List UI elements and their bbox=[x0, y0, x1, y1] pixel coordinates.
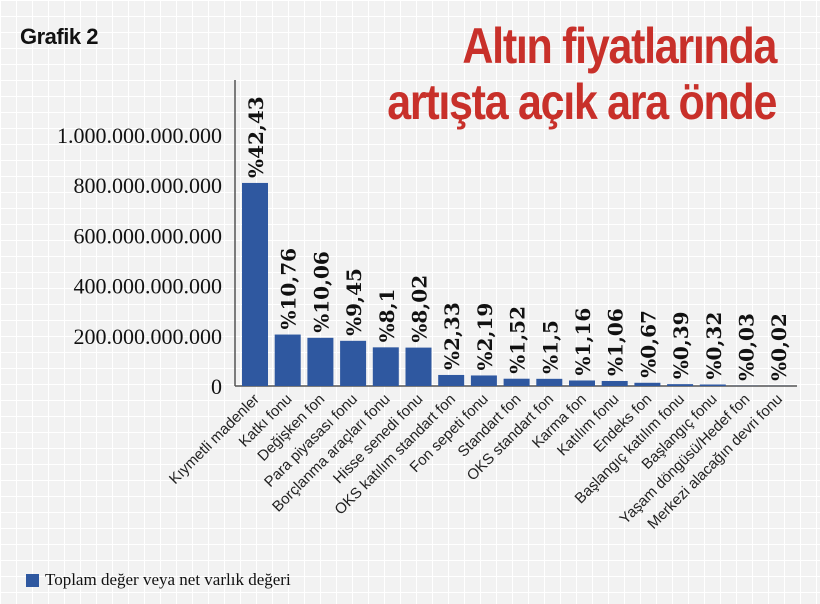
bar bbox=[601, 380, 628, 386]
bar bbox=[307, 337, 334, 386]
data-label: %0,67 bbox=[636, 310, 660, 378]
bar bbox=[667, 384, 694, 386]
bar bbox=[274, 334, 301, 386]
data-label: %1,5 bbox=[538, 320, 562, 374]
data-label: %8,02 bbox=[408, 275, 432, 343]
bar bbox=[634, 382, 661, 386]
data-label: %8,1 bbox=[375, 289, 399, 343]
title-line-2: artışta açık ara önde bbox=[387, 74, 777, 130]
bar bbox=[699, 384, 726, 386]
bar bbox=[438, 374, 465, 386]
data-label: %1,16 bbox=[571, 308, 595, 376]
bar bbox=[372, 347, 399, 386]
y-tick-label: 800.000.000.000 bbox=[74, 173, 223, 198]
bar bbox=[569, 380, 595, 386]
legend-swatch bbox=[26, 573, 39, 587]
data-label: %10,76 bbox=[277, 248, 301, 330]
bar bbox=[242, 182, 268, 386]
data-label: %0,32 bbox=[702, 312, 726, 380]
y-tick-label: 0 bbox=[211, 374, 222, 399]
bar bbox=[340, 340, 367, 386]
data-label: %10,06 bbox=[309, 251, 333, 333]
data-label: %2,19 bbox=[473, 303, 497, 371]
title-line-1: Altın fiyatlarında bbox=[462, 18, 777, 74]
data-label: %0,39 bbox=[669, 311, 693, 379]
bar bbox=[503, 378, 530, 386]
legend-label: Toplam değer veya net varlık değeri bbox=[45, 570, 291, 589]
bar bbox=[405, 347, 432, 386]
y-tick-label: 1.000.000.000.000 bbox=[57, 123, 222, 148]
chart-kicker: Grafik 2 bbox=[20, 24, 98, 49]
data-label: %0,03 bbox=[735, 313, 759, 381]
data-label: %9,45 bbox=[342, 268, 366, 336]
legend: Toplam değer veya net varlık değeri bbox=[26, 570, 291, 590]
data-label: %42,43 bbox=[244, 96, 268, 178]
data-label: %1,06 bbox=[604, 308, 628, 376]
bar bbox=[470, 375, 497, 386]
y-tick-label: 400.000.000.000 bbox=[74, 274, 223, 299]
data-label: %2,33 bbox=[440, 302, 464, 370]
y-tick-label: 600.000.000.000 bbox=[74, 223, 223, 248]
chart-title: Altın fiyatlarında artışta açık ara önde bbox=[387, 18, 777, 130]
data-label: %0,02 bbox=[767, 313, 791, 381]
data-label: %1,52 bbox=[506, 306, 530, 374]
bar bbox=[536, 378, 563, 386]
y-tick-label: 200.000.000.000 bbox=[74, 324, 223, 349]
